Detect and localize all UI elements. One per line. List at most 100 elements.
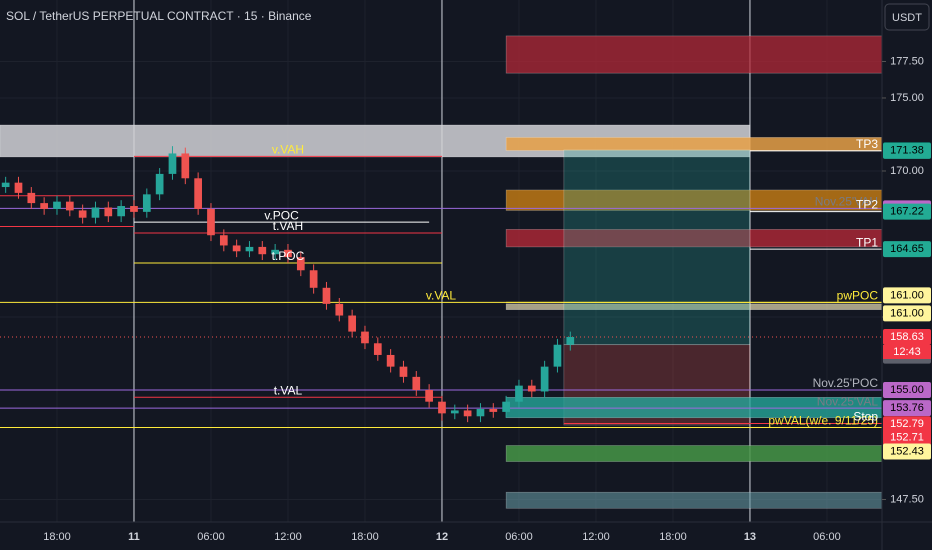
candle-body <box>181 153 190 179</box>
zone <box>505 445 883 462</box>
price-tag <box>883 400 931 417</box>
price-tag <box>883 203 931 220</box>
level-label: t.VAL <box>274 383 303 397</box>
price-tag-label: 152.79 <box>890 418 924 430</box>
candle-body <box>335 303 344 316</box>
candle-body <box>296 257 305 271</box>
price-tag-label: 171.38 <box>890 145 924 157</box>
countdown: 12:43 <box>893 346 921 358</box>
zone <box>505 491 883 509</box>
candle-body <box>527 385 536 392</box>
candle-body <box>322 287 331 304</box>
currency-label[interactable]: USDT <box>892 12 922 24</box>
x-tick-label: 13 <box>744 531 756 543</box>
x-tick-label: 11 <box>128 531 140 543</box>
x-tick-label: 18:00 <box>659 531 687 543</box>
candle-body <box>219 235 228 246</box>
candle-body <box>232 245 241 252</box>
candle-body <box>438 401 446 414</box>
candle-body <box>168 153 177 174</box>
price-tag-label: 161.00 <box>890 289 924 301</box>
level-label: v.VAH <box>272 143 304 157</box>
candle-body <box>373 343 382 355</box>
candle-body <box>271 249 279 255</box>
candle-body <box>207 208 215 236</box>
level-label: TP3 <box>856 137 878 151</box>
price-tag-label: 152.71 <box>890 431 924 443</box>
candle-body <box>258 246 267 255</box>
candle-body <box>566 337 575 345</box>
x-tick-label: 12:00 <box>582 531 610 543</box>
candle-body <box>194 178 202 209</box>
candle-body <box>412 376 421 391</box>
y-tick-label: 147.50 <box>890 493 924 505</box>
candle-body <box>502 401 510 412</box>
candle-body <box>553 344 562 367</box>
level-label: pwVAL(w/e. 9/11/25) <box>768 414 878 428</box>
level-label: v.VAL <box>426 289 457 303</box>
price-tag <box>883 443 931 460</box>
price-tag <box>883 241 931 258</box>
candle-body <box>425 390 433 402</box>
candle-body <box>14 182 23 193</box>
candle-body <box>515 385 523 402</box>
level-label: TP2 <box>856 198 878 212</box>
countdown-bg <box>883 345 931 360</box>
candle-body <box>65 201 74 211</box>
level-label: Nov.25'VAH <box>815 195 878 209</box>
candle-body <box>399 366 408 377</box>
x-tick-label: 06:00 <box>813 531 841 543</box>
price-tag-label: 161.00 <box>890 307 924 319</box>
candle-body <box>450 410 459 414</box>
candle-body <box>489 408 498 412</box>
candle-body <box>53 201 61 209</box>
candle-body <box>1 182 10 188</box>
candle-body <box>309 270 318 288</box>
level-label: Nov.25'VAL <box>817 394 879 408</box>
candle-body <box>540 366 549 392</box>
x-tick-label: 06:00 <box>197 531 225 543</box>
zone <box>563 149 751 346</box>
level-label: pwPOC <box>837 289 879 303</box>
price-tag <box>883 329 931 346</box>
price-tag <box>883 429 931 446</box>
level-label: t.POC <box>272 249 305 263</box>
candle-body <box>91 207 100 218</box>
candle-body <box>117 206 125 217</box>
x-tick-label: 18:00 <box>43 531 71 543</box>
level-label: t.VAH <box>273 219 303 233</box>
price-tag <box>883 305 931 322</box>
price-tag <box>883 416 931 433</box>
candle-body <box>361 331 369 344</box>
candle-body <box>142 194 151 212</box>
candle-body <box>130 206 138 212</box>
price-tag-label: 158.63 <box>890 331 924 343</box>
candle-body <box>348 315 356 332</box>
currency-button[interactable] <box>884 3 930 31</box>
price-tag <box>883 287 931 304</box>
level-label: Stop <box>853 410 878 424</box>
price-tag-label: 155.00 <box>890 384 924 396</box>
candle-body <box>104 207 113 217</box>
y-tick-label: 175.00 <box>890 92 924 104</box>
candle-body <box>27 192 36 204</box>
price-tag-label: 153.76 <box>890 402 924 414</box>
y-tick-label: 170.00 <box>890 165 924 177</box>
candle-body <box>40 203 48 209</box>
x-tick-label: 12:00 <box>274 531 302 543</box>
candle-body <box>476 408 485 417</box>
price-tag-label: 164.65 <box>890 243 924 255</box>
price-tag-label: 152.43 <box>890 445 924 457</box>
level-label: Nov.25'POC <box>813 376 879 390</box>
chart-title: SOL / TetherUS PERPETUAL CONTRACT · 15 ·… <box>6 9 312 23</box>
price-tag <box>883 142 931 159</box>
candle-body <box>386 354 395 367</box>
candle-body <box>78 210 87 218</box>
y-tick-label: 177.50 <box>890 55 924 67</box>
x-tick-label: 06:00 <box>505 531 533 543</box>
zone <box>505 35 883 74</box>
level-label: v.POC <box>264 208 299 222</box>
candle-body <box>463 410 472 417</box>
